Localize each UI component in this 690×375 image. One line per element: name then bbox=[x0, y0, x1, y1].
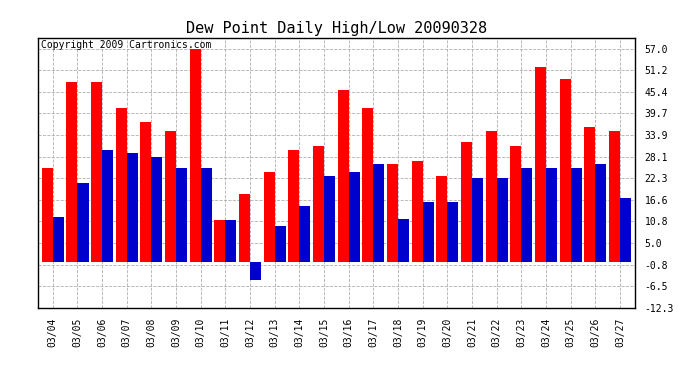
Bar bbox=[571, 168, 582, 262]
Bar bbox=[140, 122, 151, 262]
Bar bbox=[398, 219, 409, 262]
Bar bbox=[215, 220, 226, 262]
Bar bbox=[412, 161, 423, 262]
Bar bbox=[288, 150, 299, 262]
Bar bbox=[337, 90, 348, 262]
Bar bbox=[447, 202, 458, 262]
Bar bbox=[373, 165, 384, 262]
Bar bbox=[546, 168, 557, 262]
Bar bbox=[486, 131, 497, 262]
Bar bbox=[609, 131, 620, 262]
Bar bbox=[560, 79, 571, 262]
Bar bbox=[127, 153, 138, 262]
Bar bbox=[535, 68, 546, 262]
Bar bbox=[176, 168, 187, 262]
Bar bbox=[41, 168, 52, 262]
Bar bbox=[461, 142, 472, 262]
Bar bbox=[510, 146, 522, 262]
Bar bbox=[102, 150, 113, 262]
Bar bbox=[250, 262, 261, 280]
Bar bbox=[190, 49, 201, 262]
Bar bbox=[116, 108, 127, 262]
Text: Copyright 2009 Cartronics.com: Copyright 2009 Cartronics.com bbox=[41, 40, 211, 50]
Bar bbox=[348, 172, 359, 262]
Bar bbox=[226, 220, 237, 262]
Bar bbox=[313, 146, 324, 262]
Bar bbox=[595, 165, 607, 262]
Bar bbox=[620, 198, 631, 262]
Bar bbox=[584, 127, 595, 262]
Bar bbox=[77, 183, 88, 262]
Bar bbox=[239, 194, 250, 262]
Bar bbox=[472, 177, 483, 262]
Bar bbox=[497, 177, 508, 262]
Bar bbox=[165, 131, 176, 262]
Bar bbox=[264, 172, 275, 262]
Bar bbox=[522, 168, 533, 262]
Bar bbox=[151, 157, 163, 262]
Bar bbox=[299, 206, 310, 262]
Bar bbox=[387, 165, 398, 262]
Bar bbox=[66, 82, 77, 262]
Bar bbox=[423, 202, 434, 262]
Bar bbox=[201, 168, 212, 262]
Bar bbox=[52, 217, 64, 262]
Title: Dew Point Daily High/Low 20090328: Dew Point Daily High/Low 20090328 bbox=[186, 21, 487, 36]
Bar bbox=[91, 82, 102, 262]
Bar bbox=[324, 176, 335, 262]
Bar bbox=[362, 108, 373, 262]
Bar bbox=[275, 226, 286, 262]
Bar bbox=[436, 176, 447, 262]
